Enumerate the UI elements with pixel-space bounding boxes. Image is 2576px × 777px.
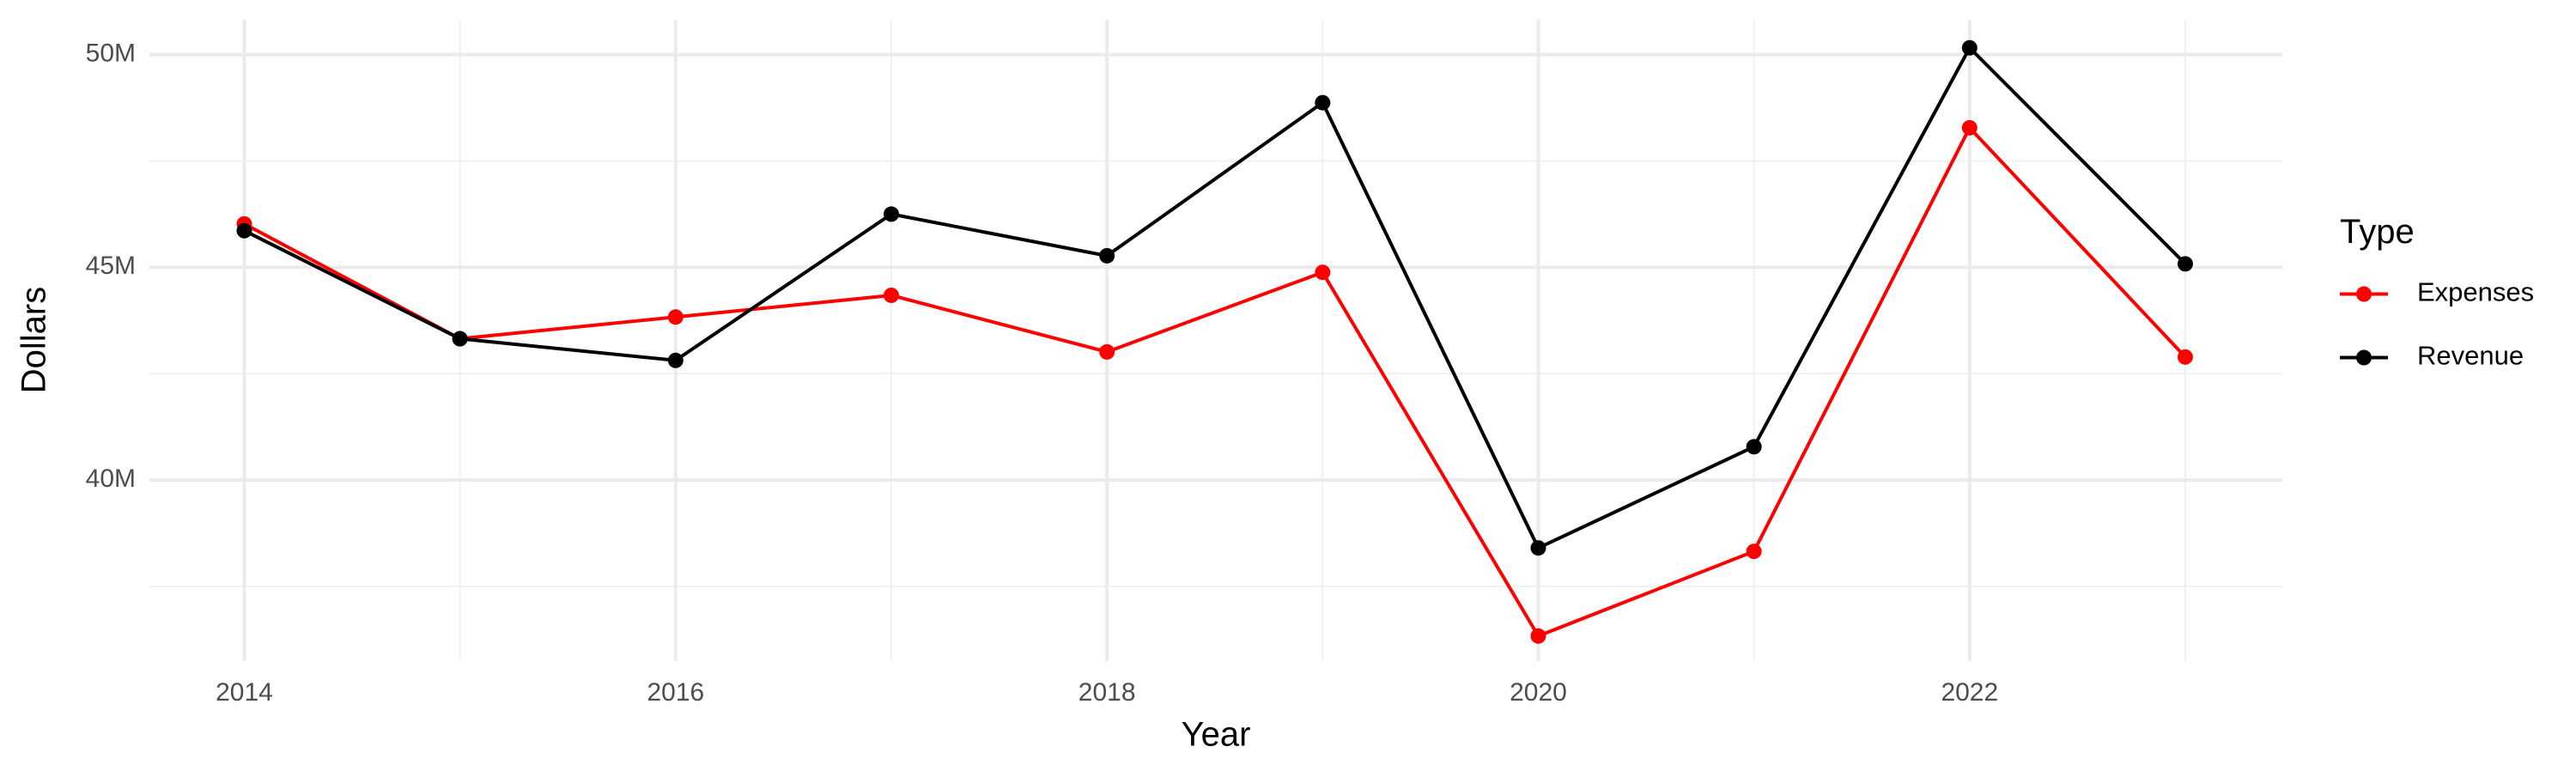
- legend-key-point: [2356, 286, 2372, 302]
- x-tick-label: 2020: [1510, 678, 1567, 707]
- y-tick-label: 45M: [86, 252, 136, 280]
- legend-label: Expenses: [2417, 277, 2534, 307]
- y-axis-title: Dollars: [15, 287, 53, 393]
- data-point: [1746, 543, 1762, 560]
- data-point: [1530, 628, 1546, 644]
- data-point: [1961, 119, 1978, 136]
- data-point: [1099, 343, 1115, 360]
- data-point: [452, 331, 468, 347]
- data-point: [884, 287, 899, 303]
- data-point: [667, 352, 683, 368]
- series-line: [243, 46, 2187, 550]
- x-axis-title: Year: [1182, 716, 1251, 754]
- data-point: [667, 309, 683, 325]
- legend-key-point: [2356, 349, 2372, 366]
- data-point: [1315, 94, 1331, 111]
- legend-label: Revenue: [2417, 341, 2524, 371]
- x-tick-label: 2016: [647, 678, 704, 707]
- x-tick-label: 2022: [1941, 678, 1998, 707]
- plot-area: [236, 39, 2193, 644]
- data-point: [2177, 256, 2193, 272]
- grid: [149, 20, 2282, 661]
- x-tick-label: 2014: [216, 678, 273, 707]
- data-point: [2177, 349, 2193, 365]
- legend-title: Type: [2340, 213, 2415, 251]
- data-point: [236, 222, 252, 239]
- data-point: [1746, 439, 1762, 455]
- y-tick-label: 50M: [86, 39, 136, 68]
- data-point: [1961, 39, 1978, 56]
- series-line: [243, 125, 2187, 638]
- x-tick-label: 2018: [1078, 678, 1136, 707]
- data-point: [1099, 247, 1115, 264]
- y-tick-label: 40M: [86, 464, 136, 493]
- data-point: [1315, 264, 1331, 281]
- data-point: [1530, 540, 1546, 556]
- data-point: [884, 206, 899, 222]
